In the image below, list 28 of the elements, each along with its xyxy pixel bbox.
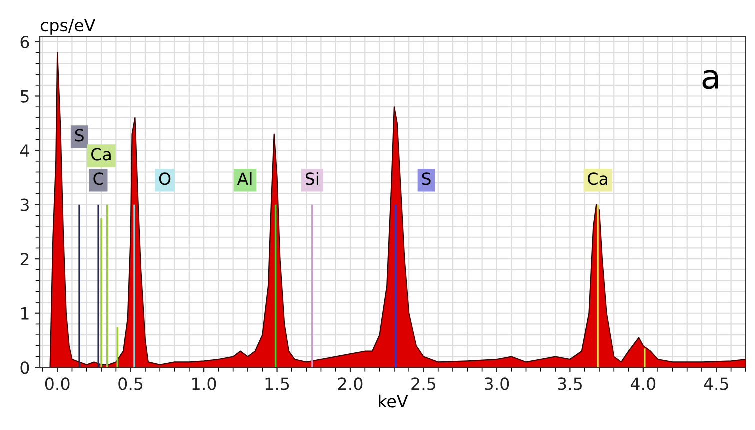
y-tick-label: 6 — [20, 36, 30, 49]
annotation: S — [422, 172, 431, 186]
x-tick-label: 0.5 — [118, 378, 143, 390]
x-tick-label: 0.0 — [45, 378, 70, 390]
y-tick-label: 5 — [20, 90, 29, 103]
y-tick-label: 1 — [22, 308, 29, 320]
annotation: Ca — [588, 172, 608, 186]
annotation: Ca — [92, 148, 111, 161]
annotation: a — [702, 70, 718, 90]
annotation: C — [94, 172, 104, 186]
y-tick-label: 0 — [20, 362, 30, 374]
y-axis-title: cps/eV — [40, 19, 96, 35]
annotation: S — [75, 129, 84, 142]
x-tick-label: 1.0 — [192, 378, 216, 390]
x-axis-title: keV — [379, 394, 408, 408]
annotation: Al — [237, 172, 252, 185]
x-tick-label: 3.0 — [484, 378, 510, 390]
x-tick-label: 4.5 — [704, 378, 728, 390]
annotation: Si — [306, 172, 318, 186]
x-tick-label: 4.0 — [630, 378, 656, 390]
x-tick-label: 1.5 — [266, 378, 290, 390]
y-tick-label: 2 — [20, 253, 29, 266]
x-tick-label: 2.0 — [338, 378, 363, 390]
x-tick-label: 3.5 — [558, 378, 582, 390]
y-tick-label: 3 — [20, 198, 29, 212]
annotation: O — [159, 172, 171, 186]
y-tick-label: 4 — [20, 144, 30, 157]
x-tick-label: 2.5 — [412, 378, 436, 390]
